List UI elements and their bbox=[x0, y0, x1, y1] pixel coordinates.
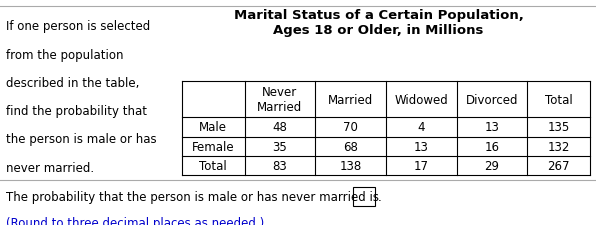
Text: 138: 138 bbox=[340, 159, 362, 172]
Text: 16: 16 bbox=[485, 140, 499, 153]
Text: the person is male or has: the person is male or has bbox=[6, 133, 157, 146]
FancyBboxPatch shape bbox=[353, 187, 375, 206]
Text: 13: 13 bbox=[414, 140, 429, 153]
Text: 135: 135 bbox=[548, 121, 570, 134]
Text: Total: Total bbox=[545, 93, 573, 106]
Text: from the population: from the population bbox=[6, 48, 123, 61]
Text: 68: 68 bbox=[343, 140, 358, 153]
Text: (Round to three decimal places as needed.): (Round to three decimal places as needed… bbox=[6, 216, 264, 225]
Text: Never
Married: Never Married bbox=[257, 86, 303, 114]
Text: Male: Male bbox=[199, 121, 227, 134]
Text: 17: 17 bbox=[414, 159, 429, 172]
Text: Total: Total bbox=[199, 159, 227, 172]
Text: 48: 48 bbox=[272, 121, 287, 134]
Text: Married: Married bbox=[328, 93, 373, 106]
Text: Divorced: Divorced bbox=[465, 93, 518, 106]
Text: 35: 35 bbox=[272, 140, 287, 153]
Text: Marital Status of a Certain Population,
Ages 18 or Older, in Millions: Marital Status of a Certain Population, … bbox=[234, 9, 523, 37]
Text: described in the table,: described in the table, bbox=[6, 76, 139, 90]
Text: 132: 132 bbox=[547, 140, 570, 153]
Text: Female: Female bbox=[192, 140, 234, 153]
Text: 29: 29 bbox=[485, 159, 499, 172]
Text: 83: 83 bbox=[272, 159, 287, 172]
Text: The probability that the person is male or has never married is: The probability that the person is male … bbox=[6, 190, 379, 203]
Text: Widowed: Widowed bbox=[395, 93, 448, 106]
Text: 13: 13 bbox=[485, 121, 499, 134]
Text: never married.: never married. bbox=[6, 161, 94, 174]
Text: If one person is selected: If one person is selected bbox=[6, 20, 150, 33]
Text: 70: 70 bbox=[343, 121, 358, 134]
Text: 267: 267 bbox=[547, 159, 570, 172]
Text: 4: 4 bbox=[417, 121, 425, 134]
Text: .: . bbox=[378, 190, 381, 203]
Text: find the probability that: find the probability that bbox=[6, 105, 147, 118]
